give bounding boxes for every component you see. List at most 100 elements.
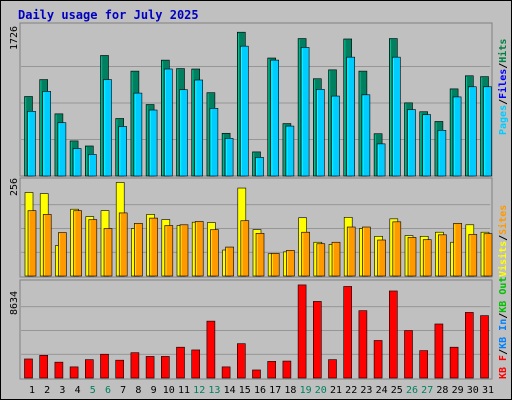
mid-sites-bar-22	[346, 226, 356, 277]
bot-kb-f-bar-4	[69, 366, 79, 379]
top-files-bar-10	[164, 68, 173, 177]
kb-bars	[24, 284, 489, 379]
mid-sites-bar-21	[331, 241, 341, 277]
bot-kb-f-bar-28	[434, 323, 444, 379]
mid-sites-bar-1	[27, 210, 37, 277]
mid-sites-bar-4	[73, 210, 82, 277]
day-label: 27	[421, 385, 433, 396]
bot-kb-f-bar-22	[343, 286, 353, 379]
top-files-bar-23	[361, 94, 371, 177]
top-files-bar-24	[376, 143, 386, 177]
top-files-bar-15	[240, 45, 249, 177]
top-files-bar-6	[103, 79, 112, 177]
top-files-bar-25	[391, 56, 401, 177]
day-label: 24	[376, 385, 388, 396]
kb-legend: KB F/KB In/KB Out	[498, 277, 509, 379]
bot-kb-f-bar-23	[358, 310, 368, 379]
day-label: 8	[135, 385, 141, 396]
bot-kb-f-bar-18	[282, 360, 292, 379]
day-label: 29	[452, 385, 464, 396]
top-files-bar-1	[27, 110, 36, 177]
top-files-bar-31	[483, 86, 492, 177]
day-label: 2	[44, 385, 50, 396]
day-label: 14	[224, 385, 236, 396]
top-files-bar-19	[300, 47, 310, 177]
bot-kb-f-bar-12	[191, 349, 200, 379]
mid-sites-bar-2	[42, 214, 52, 277]
day-label: 21	[330, 385, 342, 396]
top-files-bar-2	[42, 91, 52, 177]
hits-files-panel: 1726	[9, 22, 493, 177]
kb-plot-area	[19, 279, 493, 380]
top-files-bar-4	[72, 148, 82, 177]
legend-separator: /	[498, 349, 509, 355]
day-label: 30	[467, 385, 479, 396]
mid-sites-bar-31	[483, 233, 493, 277]
day-label: 20	[315, 385, 327, 396]
bot-kb-f-bar-8	[130, 352, 140, 379]
bot-kb-f-bar-16	[252, 369, 261, 379]
mid-sites-bar-8	[134, 223, 143, 277]
bot-kb-f-bar-30	[464, 312, 474, 379]
mid-sites-bar-14	[225, 246, 234, 277]
day-label: 15	[239, 385, 251, 396]
bot-kb-f-bar-3	[54, 361, 64, 379]
mid-sites-bar-24	[377, 239, 386, 277]
bot-kb-f-bar-9	[145, 356, 155, 379]
bot-kb-f-bar-20	[312, 301, 322, 379]
bot-kb-f-bar-7	[115, 359, 124, 379]
bot-kb-f-bar-13	[206, 320, 216, 379]
day-label: 23	[360, 385, 372, 396]
legend-label: Visits	[497, 241, 509, 277]
bot-kb-f-bar-2	[39, 355, 49, 379]
bot-kb-f-bar-14	[221, 366, 231, 379]
hits-files-bars	[24, 31, 492, 177]
top-files-bar-3	[57, 122, 67, 177]
top-files-bar-29	[452, 96, 462, 177]
legend-separator: /	[498, 313, 509, 319]
mid-sites-bar-28	[438, 234, 447, 277]
day-label: 18	[284, 385, 296, 396]
mid-sites-bar-17	[270, 253, 280, 277]
top-files-bar-26	[407, 109, 416, 177]
legend-label: KB F	[498, 355, 509, 379]
mid-sites-bar-25	[392, 221, 402, 277]
top-files-bar-27	[422, 114, 432, 177]
mid-sites-bar-6	[103, 228, 113, 277]
mid-sites-bar-13	[210, 229, 219, 277]
mid-sites-bar-10	[164, 225, 174, 277]
top-files-bar-21	[331, 95, 340, 177]
bot-kb-f-bar-21	[328, 359, 337, 379]
top-files-bar-18	[285, 125, 295, 177]
mid-sites-bar-29	[453, 223, 462, 277]
mid-sites-bar-7	[118, 212, 128, 277]
legend-separator: /	[498, 99, 509, 105]
day-label: 19	[300, 385, 312, 396]
day-label: 3	[59, 385, 65, 396]
hits-files-ymax-label: 1726	[9, 26, 20, 50]
top-files-bar-8	[133, 92, 143, 177]
day-label: 1	[29, 385, 35, 396]
mid-sites-bar-12	[194, 221, 204, 277]
day-label: 26	[406, 385, 418, 396]
svg-text:KB F/KB In/KB Out: KB F/KB In/KB Out	[498, 277, 509, 379]
visits-sites-bars	[24, 182, 493, 277]
bot-kb-f-bar-31	[480, 315, 489, 379]
day-label: 7	[120, 385, 126, 396]
visits-sites-legend: Visits/Sites	[497, 205, 509, 277]
legend-separator: /	[498, 63, 509, 69]
kb-ymax-label: 8634	[9, 291, 20, 315]
bot-kb-f-bar-5	[85, 359, 94, 379]
mid-sites-bar-18	[286, 250, 295, 277]
bot-kb-f-bar-26	[404, 330, 413, 379]
bot-kb-f-bar-27	[419, 350, 429, 379]
day-label: 28	[436, 385, 448, 396]
top-files-bar-17	[270, 59, 280, 177]
bot-kb-f-bar-24	[373, 340, 383, 379]
top-files-bar-14	[224, 138, 234, 177]
legend-label: KB Out	[498, 277, 509, 313]
chart-title: Daily usage for July 2025	[18, 8, 199, 22]
bot-kb-f-bar-11	[176, 346, 185, 379]
svg-text:Visits/Sites: Visits/Sites	[497, 205, 509, 277]
